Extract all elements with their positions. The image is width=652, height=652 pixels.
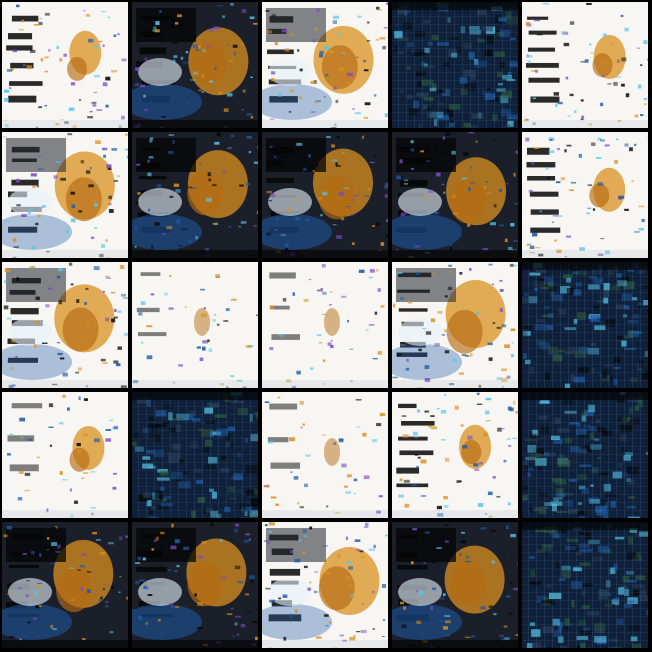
generated-sample-image <box>522 262 648 388</box>
generated-sample-image <box>392 392 518 518</box>
generated-sample-image <box>2 2 128 128</box>
image-tile-r3c1 <box>2 262 128 388</box>
image-tile-r1c4 <box>392 2 518 128</box>
image-tile-r5c4 <box>392 522 518 648</box>
generated-sample-image <box>392 522 518 648</box>
image-tile-r4c2 <box>132 392 258 518</box>
generated-sample-image <box>262 392 388 518</box>
generated-sample-image <box>2 392 128 518</box>
image-tile-r4c1 <box>2 392 128 518</box>
generated-sample-image <box>262 522 388 648</box>
generated-sample-image <box>522 522 648 648</box>
generated-sample-image <box>262 132 388 258</box>
image-tile-r2c2 <box>132 132 258 258</box>
generated-sample-image <box>262 262 388 388</box>
image-tile-r1c1 <box>2 2 128 128</box>
generated-sample-image <box>2 132 128 258</box>
generated-sample-image <box>132 132 258 258</box>
generated-sample-image <box>2 522 128 648</box>
generated-sample-image <box>132 392 258 518</box>
image-tile-r5c3 <box>262 522 388 648</box>
image-tile-r4c3 <box>262 392 388 518</box>
image-tile-r4c5 <box>522 392 648 518</box>
generated-sample-image <box>262 2 388 128</box>
image-tile-r2c4 <box>392 132 518 258</box>
image-tile-r5c1 <box>2 522 128 648</box>
image-tile-r2c3 <box>262 132 388 258</box>
image-tile-r3c5 <box>522 262 648 388</box>
image-tile-r3c3 <box>262 262 388 388</box>
image-tile-r5c2 <box>132 522 258 648</box>
generated-sample-image <box>132 262 258 388</box>
generated-sample-image <box>522 392 648 518</box>
image-tile-r1c5 <box>522 2 648 128</box>
generated-sample-image <box>132 2 258 128</box>
image-tile-r3c4 <box>392 262 518 388</box>
image-tile-r3c2 <box>132 262 258 388</box>
image-tile-r2c1 <box>2 132 128 258</box>
image-tile-r2c5 <box>522 132 648 258</box>
image-tile-r1c2 <box>132 2 258 128</box>
generated-sample-image <box>2 262 128 388</box>
image-tile-r5c5 <box>522 522 648 648</box>
generated-sample-image <box>522 132 648 258</box>
generated-sample-image <box>392 262 518 388</box>
generated-sample-image <box>392 2 518 128</box>
generated-sample-image <box>522 2 648 128</box>
image-tile-r4c4 <box>392 392 518 518</box>
generated-sample-image <box>132 522 258 648</box>
image-tile-r1c3 <box>262 2 388 128</box>
generated-sample-image <box>392 132 518 258</box>
